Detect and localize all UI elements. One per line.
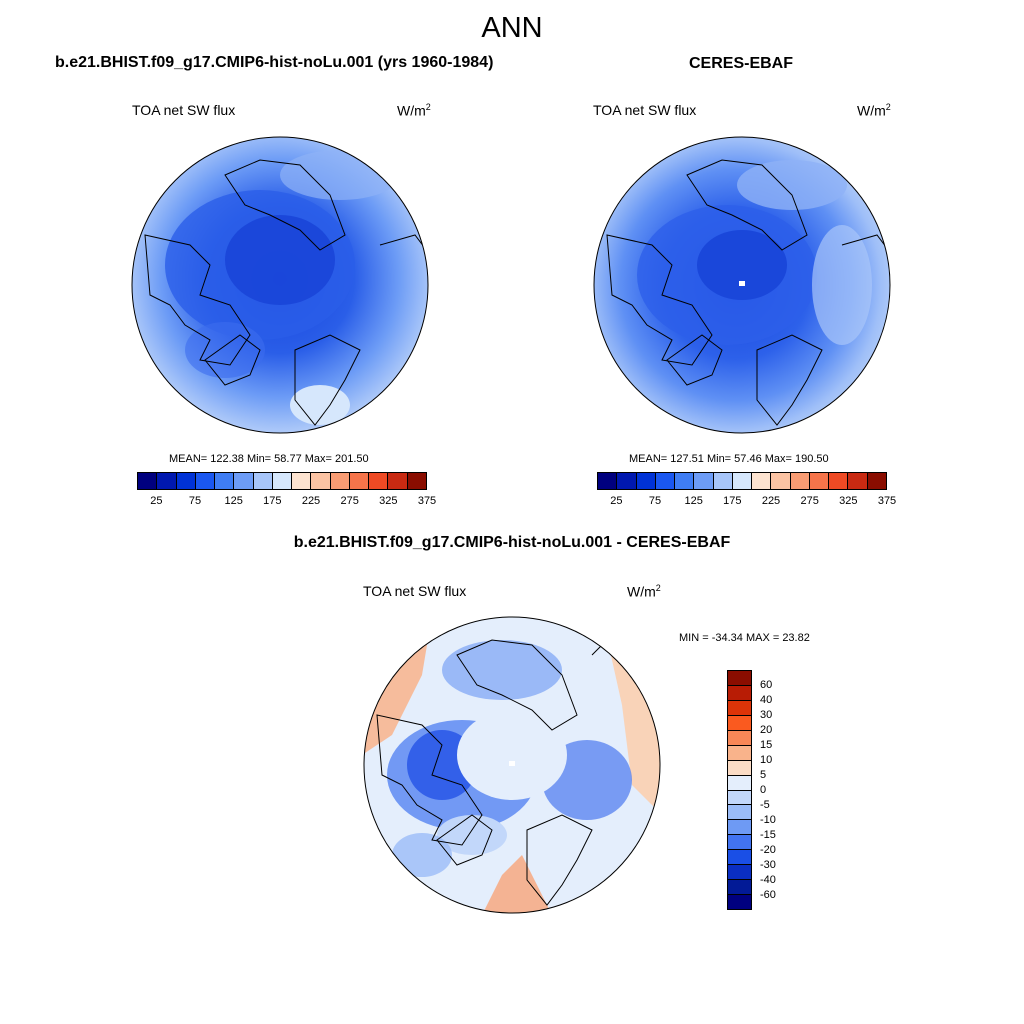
units-label: W/m2 xyxy=(627,583,661,600)
colorbar-swatch xyxy=(848,473,868,489)
colorbar-swatch xyxy=(195,473,216,489)
colorbar-tick-label: 5 xyxy=(760,769,767,781)
colorbar-swatch xyxy=(330,473,350,489)
figure-title: ANN xyxy=(481,12,543,44)
colorbar-tick-label: 25 xyxy=(150,495,163,507)
colorbar-tick-label: 125 xyxy=(684,495,703,507)
colorbar-swatch xyxy=(272,473,293,489)
colorbar-tick-label: 175 xyxy=(263,495,282,507)
colorbar-swatch xyxy=(728,685,751,701)
colorbar-swatch xyxy=(728,671,751,686)
colorbar-tick-label: 325 xyxy=(839,495,858,507)
variable-label: TOA net SW flux xyxy=(363,583,467,599)
variable-label: TOA net SW flux xyxy=(593,102,697,118)
colorbar-tick-label: 60 xyxy=(760,679,773,691)
colorbar-swatch xyxy=(176,473,196,489)
colorbar-tick-label: 10 xyxy=(760,754,773,766)
colorbar-swatch xyxy=(809,473,830,489)
colorbar-tick-label: 325 xyxy=(379,495,398,507)
colorbar-tick-label: 375 xyxy=(417,495,437,507)
stats-text: MEAN= 127.51 Min= 57.46 Max= 190.50 xyxy=(629,453,829,465)
colorbar-swatch xyxy=(728,700,751,716)
colorbar-swatch xyxy=(728,730,751,746)
colorbar-swatch xyxy=(138,473,158,489)
colorbar-swatch xyxy=(752,473,772,489)
panel-title-diff: b.e21.BHIST.f09_g17.CMIP6-hist-noLu.001 … xyxy=(293,534,731,551)
units-label: W/m2 xyxy=(397,102,431,119)
colorbar-swatch xyxy=(598,473,618,489)
colorbar-swatch xyxy=(694,473,714,489)
colorbar-swatch xyxy=(369,473,389,489)
colorbar-swatch xyxy=(728,745,751,761)
colorbar-tick-label: -5 xyxy=(760,799,770,811)
stats-text: MEAN= 122.38 Min= 58.77 Max= 201.50 xyxy=(169,453,369,465)
colorbar-ticks: 25 75 125 175 225 275 325 375 xyxy=(137,495,436,509)
colorbar-swatch xyxy=(728,850,751,866)
colorbar-tick-label: -30 xyxy=(760,859,776,871)
colorbar-swatch xyxy=(636,473,656,489)
colorbar-swatch xyxy=(157,473,177,489)
colorbar-swatch xyxy=(867,473,886,489)
colorbar-tick-label: -40 xyxy=(760,874,776,886)
colorbar-swatch xyxy=(253,473,273,489)
colorbar-swatch xyxy=(728,775,751,791)
colorbar-tick-label: 75 xyxy=(188,495,202,507)
polar-map-model xyxy=(131,136,429,434)
colorbar-tick-label: -10 xyxy=(760,814,776,826)
colorbar-swatch xyxy=(617,473,637,489)
colorbar-swatch xyxy=(215,473,235,489)
colorbar-swatch xyxy=(728,790,751,806)
colorbar-tick-label: 20 xyxy=(760,724,773,736)
colorbar-swatch xyxy=(732,473,753,489)
colorbar xyxy=(597,472,887,490)
colorbar-swatch xyxy=(728,805,751,821)
colorbar-tick-label: -20 xyxy=(760,844,776,856)
polar-map-diff xyxy=(363,616,661,914)
colorbar-tick-label: 125 xyxy=(224,495,243,507)
colorbar-tick-label: 75 xyxy=(648,495,662,507)
colorbar-tick-label: 225 xyxy=(761,495,781,507)
colorbar-swatch xyxy=(728,865,751,881)
variable-label: TOA net SW flux xyxy=(132,102,236,118)
colorbar-swatch xyxy=(790,473,810,489)
colorbar-tick-label: -15 xyxy=(760,829,776,841)
colorbar-swatch xyxy=(728,895,751,909)
colorbar-tick-label: 15 xyxy=(760,739,773,751)
colorbar-swatch xyxy=(292,473,312,489)
units-label: W/m2 xyxy=(857,102,891,119)
colorbar-tick-label: 275 xyxy=(800,495,819,507)
colorbar-tick-label: 25 xyxy=(610,495,623,507)
colorbar-tick-label: 0 xyxy=(760,784,767,796)
colorbar-tick-label: 375 xyxy=(877,495,897,507)
colorbar-swatch xyxy=(829,473,849,489)
colorbar xyxy=(137,472,427,490)
polar-map-obs xyxy=(593,136,891,434)
colorbar-swatch xyxy=(771,473,791,489)
colorbar-swatch xyxy=(349,473,370,489)
colorbar-ticks: 25 75 125 175 225 275 325 375 xyxy=(597,495,896,509)
panel-title-obs: CERES-EBAF xyxy=(689,55,794,72)
colorbar-tick-label: 40 xyxy=(760,694,773,706)
colorbar-tick-label: 275 xyxy=(340,495,359,507)
colorbar-tick-label: 175 xyxy=(723,495,742,507)
colorbar-swatch xyxy=(675,473,695,489)
colorbar-swatch xyxy=(407,473,426,489)
panel-title-model: b.e21.BHIST.f09_g17.CMIP6-hist-noLu.001 … xyxy=(55,54,494,71)
colorbar-swatch xyxy=(311,473,331,489)
colorbar-swatch xyxy=(388,473,408,489)
colorbar-vertical xyxy=(727,670,752,910)
colorbar-tick-label: 30 xyxy=(760,709,773,721)
colorbar-swatch xyxy=(728,835,751,851)
colorbar-tick-label: -60 xyxy=(760,889,776,901)
colorbar-swatch xyxy=(728,880,751,896)
colorbar-ticks: 60 40 30 20 15 10 5 0 -5 -10 -15 -20 -30 -40 -60 xyxy=(760,670,800,910)
colorbar-swatch xyxy=(655,473,676,489)
colorbar-swatch xyxy=(234,473,254,489)
colorbar-tick-label: 225 xyxy=(301,495,321,507)
colorbar-swatch xyxy=(728,760,751,776)
stats-text: MIN = -34.34 MAX = 23.82 xyxy=(679,632,810,644)
colorbar-swatch xyxy=(728,715,751,731)
colorbar-swatch xyxy=(728,820,751,836)
colorbar-swatch xyxy=(713,473,733,489)
